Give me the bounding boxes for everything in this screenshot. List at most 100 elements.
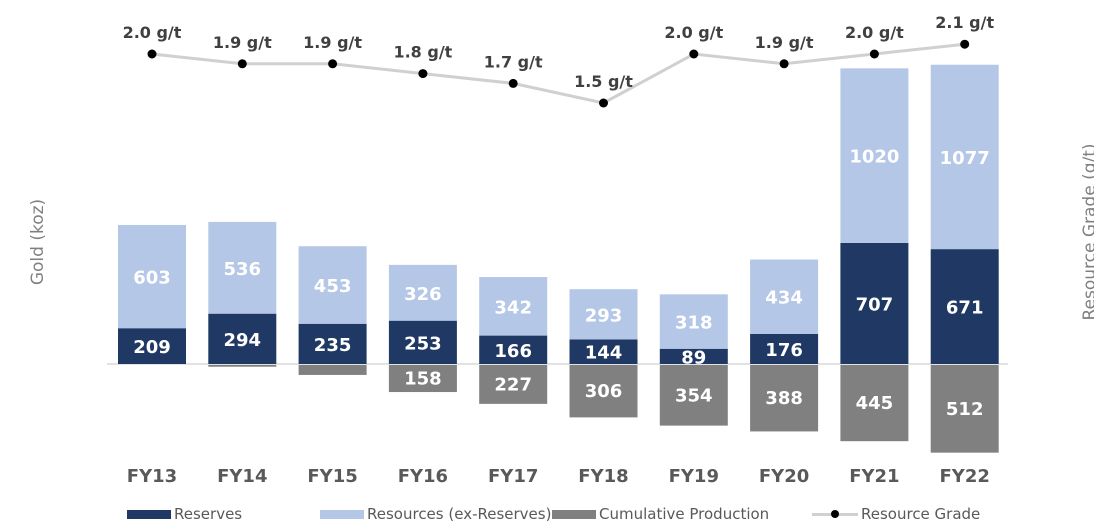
legend-item-grade: Resource Grade <box>812 505 980 523</box>
label-production-fy19: 354 <box>675 385 713 406</box>
grade-point-fy17 <box>508 78 518 88</box>
grade-label-fy13: 2.0 g/t <box>123 23 182 42</box>
bar-production-fy14 <box>208 365 277 367</box>
bar-reserves-fy15 <box>298 323 367 364</box>
bar-reserves-fy13 <box>118 328 186 364</box>
label-reserves-fy14: 294 <box>224 330 262 351</box>
label-reserves-fy19: 89 <box>681 347 706 368</box>
grade-point-fy20 <box>779 59 789 69</box>
tick-label-fy20: FY20 <box>759 466 809 487</box>
bar-resources-fy18 <box>569 289 638 340</box>
grade-point-fy22 <box>960 39 970 49</box>
label-resources-fy16: 326 <box>404 284 442 305</box>
label-reserves-fy18: 144 <box>585 343 623 364</box>
label-production-fy16: 158 <box>404 369 442 390</box>
grade-point-fy13 <box>147 49 157 59</box>
label-resources-fy20: 434 <box>765 288 803 309</box>
tick-label-fy18: FY18 <box>578 466 628 487</box>
tick-label-fy21: FY21 <box>849 466 899 487</box>
bar-production-fy18 <box>569 365 638 418</box>
bar-resources-fy14 <box>208 221 277 314</box>
bar-resources-fy19 <box>659 294 728 349</box>
grade-label-fy19: 2.0 g/t <box>664 23 723 42</box>
label-resources-fy15: 453 <box>314 276 352 297</box>
label-production-fy18: 306 <box>585 381 623 402</box>
legend-swatch-resources <box>320 509 364 519</box>
bar-production-fy22 <box>930 365 999 453</box>
label-reserves-fy17: 166 <box>494 341 532 362</box>
label-production-fy17: 227 <box>494 374 532 395</box>
grade-label-fy17: 1.7 g/t <box>484 52 543 71</box>
label-resources-fy22: 1077 <box>940 148 990 169</box>
tick-label-fy22: FY22 <box>940 466 990 487</box>
bar-production-fy17 <box>479 365 548 404</box>
bar-reserves-fy18 <box>569 339 638 364</box>
legend-line-grade <box>812 508 858 520</box>
bar-resources-fy21 <box>840 68 909 243</box>
tick-label-fy17: FY17 <box>488 466 538 487</box>
grade-point-fy18 <box>599 98 608 108</box>
label-reserves-fy22: 671 <box>946 298 984 319</box>
bar-reserves-fy16 <box>388 320 457 364</box>
grade-label-fy21: 2.0 g/t <box>845 23 904 42</box>
legend-item-production: Cumulative Production <box>552 505 769 523</box>
bar-reserves-fy20 <box>750 333 819 364</box>
bar-production-fy15 <box>298 365 367 375</box>
label-resources-fy14: 536 <box>224 259 262 280</box>
grade-label-fy16: 1.8 g/t <box>393 43 452 62</box>
label-reserves-fy21: 707 <box>856 294 894 315</box>
bar-reserves-fy19 <box>659 348 728 364</box>
grade-label-fy14: 1.9 g/t <box>213 33 272 52</box>
legend-label-resources: Resources (ex-Reserves) <box>367 505 552 523</box>
legend-swatch-production <box>552 509 596 519</box>
label-resources-fy19: 318 <box>675 313 713 334</box>
legend-label-production: Cumulative Production <box>599 505 770 523</box>
bar-resources-fy15 <box>298 246 367 324</box>
grade-line <box>151 42 965 105</box>
label-production-fy20: 388 <box>765 388 803 409</box>
grade-label-fy22: 2.1 g/t <box>935 13 994 32</box>
label-resources-fy21: 1020 <box>849 147 899 168</box>
label-production-fy22: 512 <box>946 399 984 420</box>
y-axis-label: Gold (koz) <box>28 198 48 286</box>
label-reserves-fy15: 235 <box>314 335 352 356</box>
legend-label-reserves: Reserves <box>174 505 243 523</box>
legend-swatch-reserves <box>127 509 171 519</box>
grade-point-fy16 <box>418 69 428 79</box>
grade-point-fy15 <box>328 59 338 69</box>
grade-label-fy18: 1.5 g/t <box>574 72 633 91</box>
label-production-fy21: 445 <box>856 393 894 414</box>
grade-label-fy15: 1.9 g/t <box>303 33 362 52</box>
label-reserves-fy13: 209 <box>133 337 171 358</box>
bar-production-fy21 <box>840 365 909 442</box>
tick-label-fy16: FY16 <box>398 466 448 487</box>
bar-reserves-fy21 <box>840 242 909 364</box>
grade-point-fy21 <box>869 49 879 59</box>
bar-reserves-fy14 <box>208 313 277 364</box>
bar-resources-fy13 <box>118 224 186 329</box>
label-reserves-fy20: 176 <box>765 340 803 361</box>
label-resources-fy13: 603 <box>133 268 171 289</box>
bar-production-fy20 <box>750 365 819 432</box>
legend-item-resources: Resources (ex-Reserves) <box>320 505 551 523</box>
legend: Reserves Resources (ex-Reserves) Cumulat… <box>0 505 1094 524</box>
bar-production-fy16 <box>388 365 457 393</box>
grade-point-fy19 <box>689 49 699 59</box>
tick-label-fy19: FY19 <box>669 466 719 487</box>
bar-resources-fy16 <box>388 264 457 321</box>
bar-reserves-fy17 <box>479 335 548 364</box>
label-reserves-fy16: 253 <box>404 333 442 354</box>
label-resources-fy17: 342 <box>494 297 532 318</box>
legend-label-grade: Resource Grade <box>861 505 981 523</box>
bar-reserves-fy22 <box>930 249 999 364</box>
label-resources-fy18: 293 <box>585 305 623 326</box>
bar-resources-fy20 <box>750 259 819 334</box>
grade-label-fy20: 1.9 g/t <box>755 33 814 52</box>
tick-label-fy13: FY13 <box>127 466 177 487</box>
grade-point-fy14 <box>237 59 247 69</box>
bar-resources-fy17 <box>479 277 548 336</box>
bar-production-fy19 <box>659 365 728 426</box>
tick-label-fy14: FY14 <box>217 466 267 487</box>
y2-axis-label: Resource Grade (g/t) <box>1080 143 1094 321</box>
